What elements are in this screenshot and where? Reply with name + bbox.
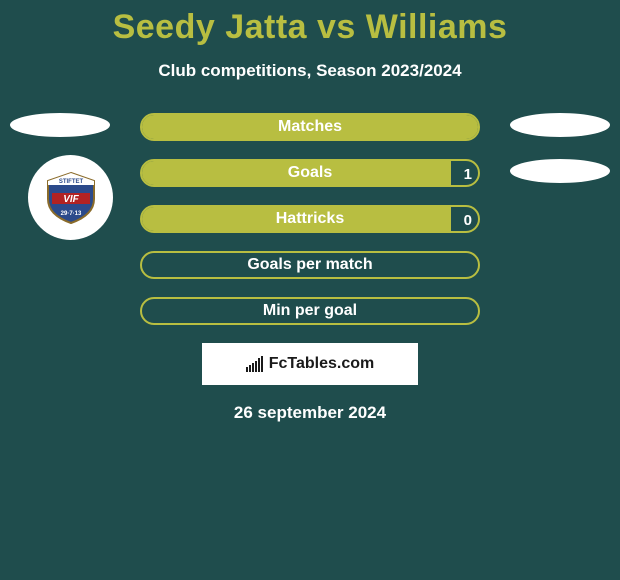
bar-value: 1 xyxy=(464,161,472,187)
bar-fill xyxy=(142,115,478,139)
stat-row: Min per goal xyxy=(0,297,620,325)
comparison-chart: Matches STIFTET VIF 29·7·13 1 Goals xyxy=(0,113,620,325)
bars-icon xyxy=(246,356,263,372)
stat-row: Goals per match xyxy=(0,251,620,279)
date-text: 26 september 2024 xyxy=(0,403,620,423)
brand-box: FcTables.com xyxy=(202,343,418,385)
bar-track: 0 xyxy=(140,205,480,233)
stat-row: STIFTET VIF 29·7·13 1 Goals xyxy=(0,159,620,187)
bar-track xyxy=(140,113,480,141)
bar-value: 0 xyxy=(464,207,472,233)
page-subtitle: Club competitions, Season 2023/2024 xyxy=(0,61,620,81)
bar-track xyxy=(140,251,480,279)
bar-track xyxy=(140,297,480,325)
player-right-marker xyxy=(510,159,610,183)
stat-row: Matches xyxy=(0,113,620,141)
player-right-marker xyxy=(510,113,610,137)
player-left-marker xyxy=(10,113,110,137)
bar-track: 1 xyxy=(140,159,480,187)
brand-box-inner: FcTables.com xyxy=(204,345,416,383)
brand-text: FcTables.com xyxy=(269,355,375,373)
badge-text-top: STIFTET xyxy=(58,179,83,185)
badge-text-mid: VIF xyxy=(63,194,79,205)
bar-fill xyxy=(142,207,451,231)
stat-row: 0 Hattricks xyxy=(0,205,620,233)
bar-fill xyxy=(142,161,451,185)
page-title: Seedy Jatta vs Williams xyxy=(0,0,620,47)
